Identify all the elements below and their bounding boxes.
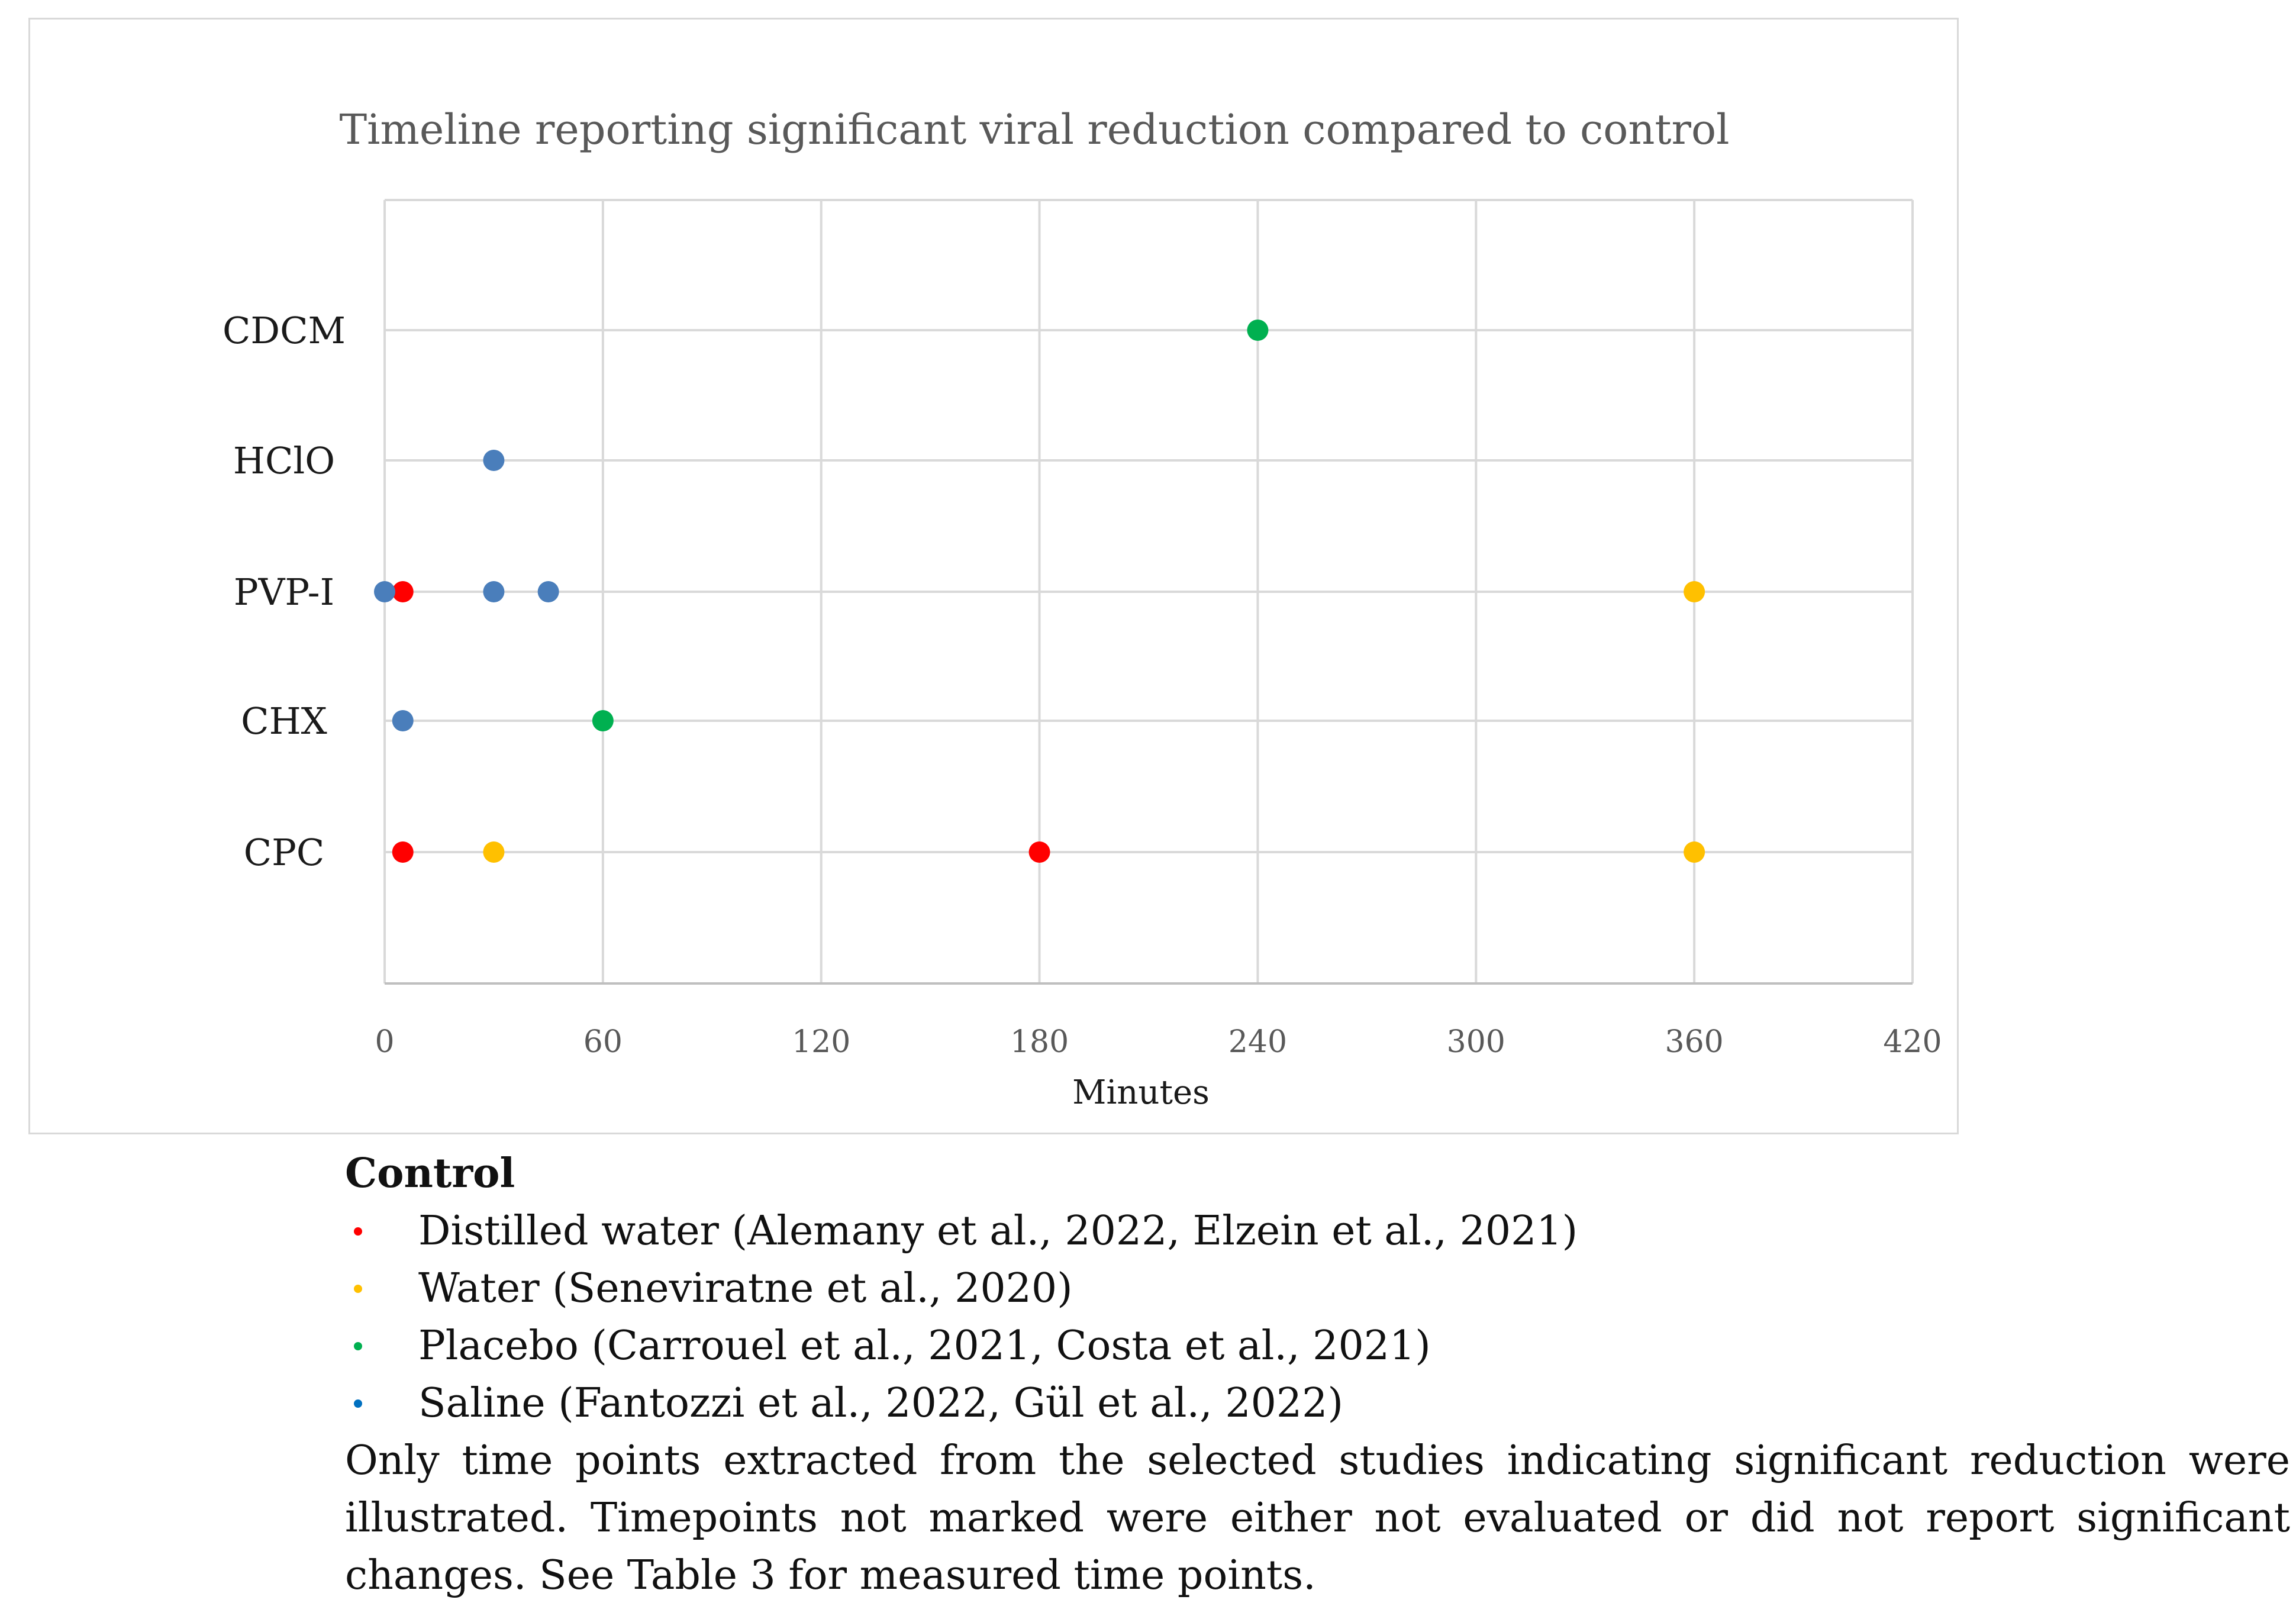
x-axis-title: Minutes <box>1072 1073 1210 1112</box>
data-point-distilled-water <box>1028 841 1050 863</box>
grid <box>383 199 1914 985</box>
legend-bullet-icon <box>354 1284 362 1293</box>
category-label: HClO <box>233 439 335 482</box>
data-points <box>374 320 1705 863</box>
data-point-saline <box>483 450 505 471</box>
data-point-placebo <box>592 710 614 731</box>
category-label: CHX <box>241 699 327 743</box>
legend-label: Water (Seneviratne et al., 2020) <box>418 1265 1073 1312</box>
data-point-saline <box>537 581 559 602</box>
legend: Distilled water (Alemany et al., 2022, E… <box>345 1202 2290 1432</box>
data-point-saline <box>483 581 505 602</box>
data-point-water <box>1684 581 1705 602</box>
caption-note: Only time points extracted from the sele… <box>345 1437 2290 1599</box>
x-tick-label: 360 <box>1665 1024 1724 1060</box>
data-point-water <box>1684 841 1705 863</box>
legend-item-placebo: Placebo (Carrouel et al., 2021, Costa et… <box>345 1317 2290 1375</box>
legend-item-saline: Saline (Fantozzi et al., 2022, Gül et al… <box>345 1375 2290 1432</box>
data-point-water <box>483 841 505 863</box>
data-point-saline <box>392 710 414 731</box>
legend-bullet-icon <box>354 1399 362 1408</box>
legend-label: Saline (Fantozzi et al., 2022, Gül et al… <box>418 1380 1343 1427</box>
legend-bullet-icon <box>354 1341 362 1350</box>
data-point-distilled-water <box>392 841 414 863</box>
data-point-distilled-water <box>392 581 414 602</box>
x-tick-label: 300 <box>1447 1024 1505 1060</box>
legend-label: Placebo (Carrouel et al., 2021, Costa et… <box>418 1323 1431 1369</box>
x-tick-label: 240 <box>1228 1024 1287 1060</box>
caption: Control Distilled water (Alemany et al.,… <box>345 1145 2290 1604</box>
x-tick-label: 180 <box>1010 1024 1069 1060</box>
x-tick-label: 420 <box>1883 1024 1942 1060</box>
chart-title: Timeline reporting significant viral red… <box>339 105 1729 154</box>
category-label: CPC <box>244 831 325 874</box>
axis-labels: 0 60 120 180 240 300 360 420 CDCM HClO PVP-I CHX CPC <box>222 309 1942 1060</box>
data-point-placebo <box>1247 320 1269 341</box>
x-tick-label: 60 <box>583 1024 623 1060</box>
legend-item-water: Water (Seneviratne et al., 2020) <box>345 1260 2290 1317</box>
legend-item-distilled-water: Distilled water (Alemany et al., 2022, E… <box>345 1202 2290 1260</box>
legend-heading: Control <box>345 1150 515 1197</box>
category-label: PVP-I <box>234 570 334 614</box>
x-tick-label: 0 <box>375 1024 394 1060</box>
chart-frame <box>28 18 1959 1134</box>
data-point-saline <box>374 581 395 602</box>
legend-bullet-icon <box>354 1227 362 1236</box>
legend-label: Distilled water (Alemany et al., 2022, E… <box>418 1208 1578 1254</box>
category-label: CDCM <box>222 309 346 352</box>
x-tick-label: 120 <box>792 1024 850 1060</box>
